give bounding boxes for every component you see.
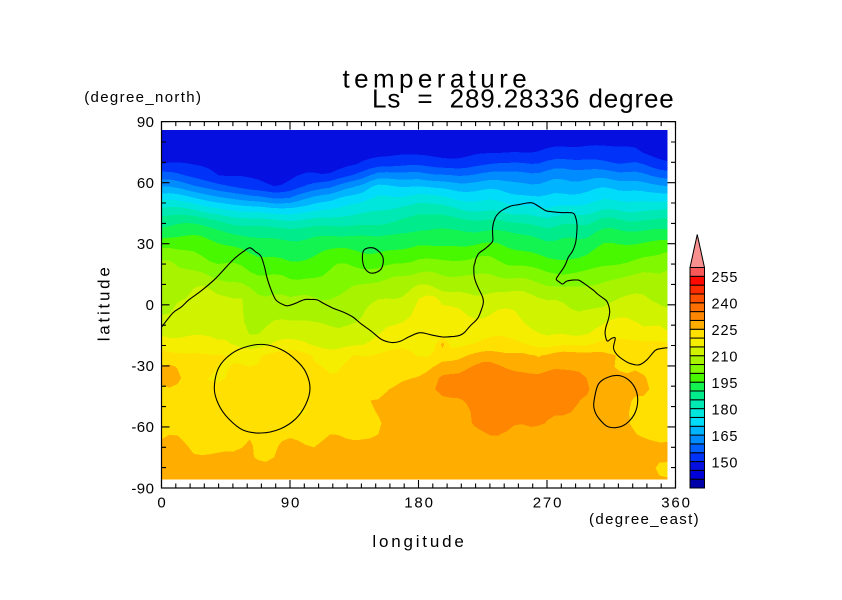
svg-text:-60: -60 [131,419,154,436]
svg-text:-90: -90 [131,480,154,497]
svg-text:360: 360 [661,494,691,511]
svg-text:165: 165 [712,429,739,445]
svg-text:temperature: temperature [343,63,532,93]
svg-text:240: 240 [712,297,739,313]
svg-text:latitude: latitude [95,264,114,341]
svg-text:0: 0 [157,494,167,511]
svg-text:-30: -30 [131,358,154,375]
svg-text:0: 0 [146,297,155,314]
svg-text:150: 150 [712,455,739,471]
svg-text:270: 270 [533,494,563,511]
svg-text:Ls = 289.28336 degree: Ls = 289.28336 degree [372,83,675,113]
svg-text:(degree_east): (degree_east) [589,511,700,528]
svg-text:210: 210 [712,350,739,366]
svg-text:180: 180 [712,403,739,419]
svg-text:180: 180 [404,494,434,511]
svg-text:60: 60 [137,175,155,192]
svg-text:225: 225 [712,323,739,339]
svg-text:195: 195 [712,376,739,392]
svg-text:90: 90 [281,494,301,511]
svg-text:longitude: longitude [372,532,466,551]
svg-text:30: 30 [137,236,155,253]
svg-text:90: 90 [137,114,155,131]
svg-text:255: 255 [712,270,739,286]
svg-text:(degree_north): (degree_north) [84,89,202,106]
